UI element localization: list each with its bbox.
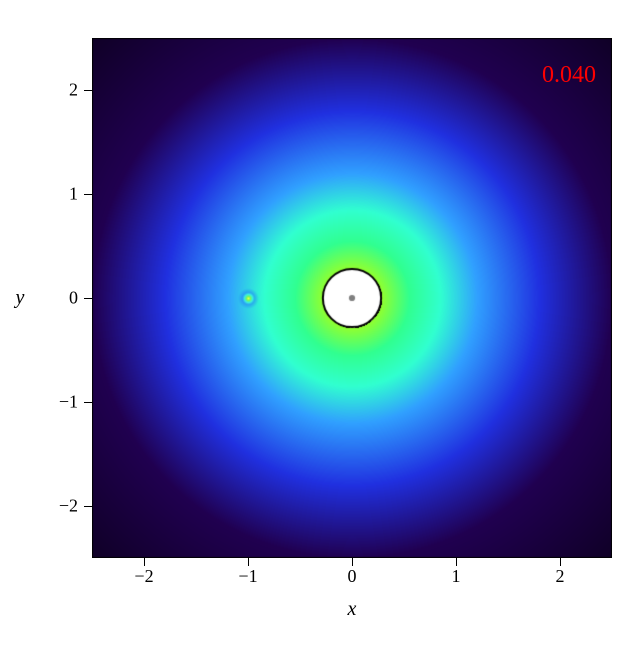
y-tick-label: 1 bbox=[69, 184, 78, 205]
y-tick-label: −2 bbox=[59, 496, 78, 517]
overlay-value: 0.040 bbox=[542, 62, 596, 89]
y-tick-mark bbox=[84, 506, 92, 507]
x-tick-mark bbox=[248, 558, 249, 566]
y-axis-label: y bbox=[16, 287, 25, 310]
x-tick-label: 2 bbox=[556, 566, 565, 587]
x-tick-mark bbox=[456, 558, 457, 566]
heatmap-canvas bbox=[92, 38, 612, 558]
x-tick-label: 0 bbox=[348, 566, 357, 587]
y-tick-label: 2 bbox=[69, 80, 78, 101]
x-axis-label: x bbox=[348, 598, 357, 621]
x-tick-label: 1 bbox=[452, 566, 461, 587]
x-tick-mark bbox=[560, 558, 561, 566]
y-tick-mark bbox=[84, 194, 92, 195]
y-tick-mark bbox=[84, 298, 92, 299]
plot-area bbox=[92, 38, 612, 558]
y-tick-mark bbox=[84, 402, 92, 403]
y-tick-label: −1 bbox=[59, 392, 78, 413]
y-tick-mark bbox=[84, 90, 92, 91]
y-tick-label: 0 bbox=[69, 288, 78, 309]
x-tick-mark bbox=[144, 558, 145, 566]
x-tick-label: −2 bbox=[134, 566, 153, 587]
x-tick-label: −1 bbox=[238, 566, 257, 587]
x-tick-mark bbox=[352, 558, 353, 566]
heatmap-chart: −2 −1 0 1 2 −2 −1 0 1 2 x y 0.040 bbox=[0, 0, 640, 655]
